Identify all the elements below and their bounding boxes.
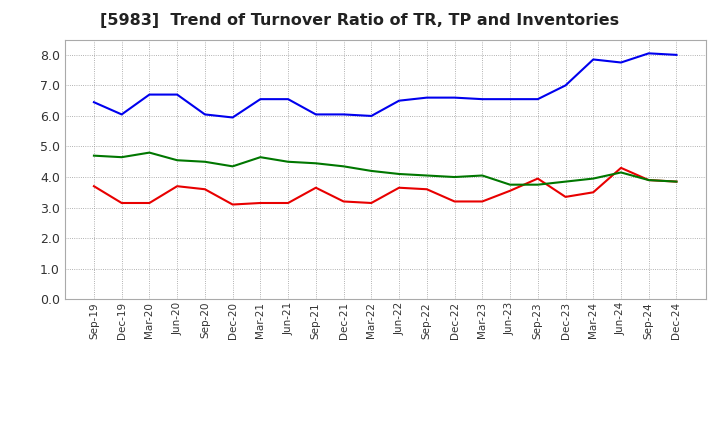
Trade Payables [423, 95, 431, 100]
Inventories [173, 158, 181, 163]
Inventories [616, 170, 625, 175]
Inventories [284, 159, 292, 165]
Trade Payables [367, 114, 376, 119]
Trade Receivables [284, 200, 292, 205]
Trade Payables [561, 83, 570, 88]
Trade Payables [589, 57, 598, 62]
Trade Receivables [89, 183, 98, 189]
Trade Payables [117, 112, 126, 117]
Inventories [478, 173, 487, 178]
Inventories [89, 153, 98, 158]
Trade Payables [450, 95, 459, 100]
Inventories [312, 161, 320, 166]
Inventories [672, 179, 681, 184]
Trade Receivables [367, 200, 376, 205]
Trade Payables [534, 96, 542, 102]
Trade Receivables [256, 200, 265, 205]
Trade Receivables [339, 199, 348, 204]
Inventories [395, 171, 403, 176]
Inventories [589, 176, 598, 181]
Trade Payables [145, 92, 154, 97]
Trade Receivables [672, 179, 681, 184]
Inventories [201, 159, 210, 165]
Trade Payables [672, 52, 681, 58]
Trade Receivables [312, 185, 320, 191]
Inventories [228, 164, 237, 169]
Inventories [367, 168, 376, 173]
Trade Payables [478, 96, 487, 102]
Trade Receivables [534, 176, 542, 181]
Line: Inventories: Inventories [94, 153, 677, 185]
Inventories [534, 182, 542, 187]
Trade Payables [505, 96, 514, 102]
Trade Payables [173, 92, 181, 97]
Trade Receivables [201, 187, 210, 192]
Text: [5983]  Trend of Turnover Ratio of TR, TP and Inventories: [5983] Trend of Turnover Ratio of TR, TP… [100, 13, 620, 28]
Trade Payables [339, 112, 348, 117]
Inventories [256, 154, 265, 160]
Line: Trade Payables: Trade Payables [94, 53, 677, 117]
Inventories [145, 150, 154, 155]
Inventories [117, 154, 126, 160]
Trade Payables [644, 51, 653, 56]
Trade Receivables [173, 183, 181, 189]
Inventories [561, 179, 570, 184]
Inventories [423, 173, 431, 178]
Trade Receivables [395, 185, 403, 191]
Trade Payables [89, 99, 98, 105]
Inventories [505, 182, 514, 187]
Inventories [644, 177, 653, 183]
Trade Payables [312, 112, 320, 117]
Trade Receivables [478, 199, 487, 204]
Trade Receivables [117, 200, 126, 205]
Trade Receivables [450, 199, 459, 204]
Trade Receivables [589, 190, 598, 195]
Trade Payables [395, 98, 403, 103]
Trade Receivables [505, 188, 514, 194]
Trade Receivables [561, 194, 570, 199]
Trade Receivables [423, 187, 431, 192]
Trade Payables [228, 115, 237, 120]
Inventories [450, 174, 459, 180]
Trade Receivables [228, 202, 237, 207]
Trade Receivables [145, 200, 154, 205]
Trade Payables [256, 96, 265, 102]
Inventories [339, 164, 348, 169]
Trade Payables [201, 112, 210, 117]
Trade Payables [616, 60, 625, 65]
Trade Receivables [616, 165, 625, 171]
Line: Trade Receivables: Trade Receivables [94, 168, 677, 205]
Trade Receivables [644, 177, 653, 183]
Trade Payables [284, 96, 292, 102]
